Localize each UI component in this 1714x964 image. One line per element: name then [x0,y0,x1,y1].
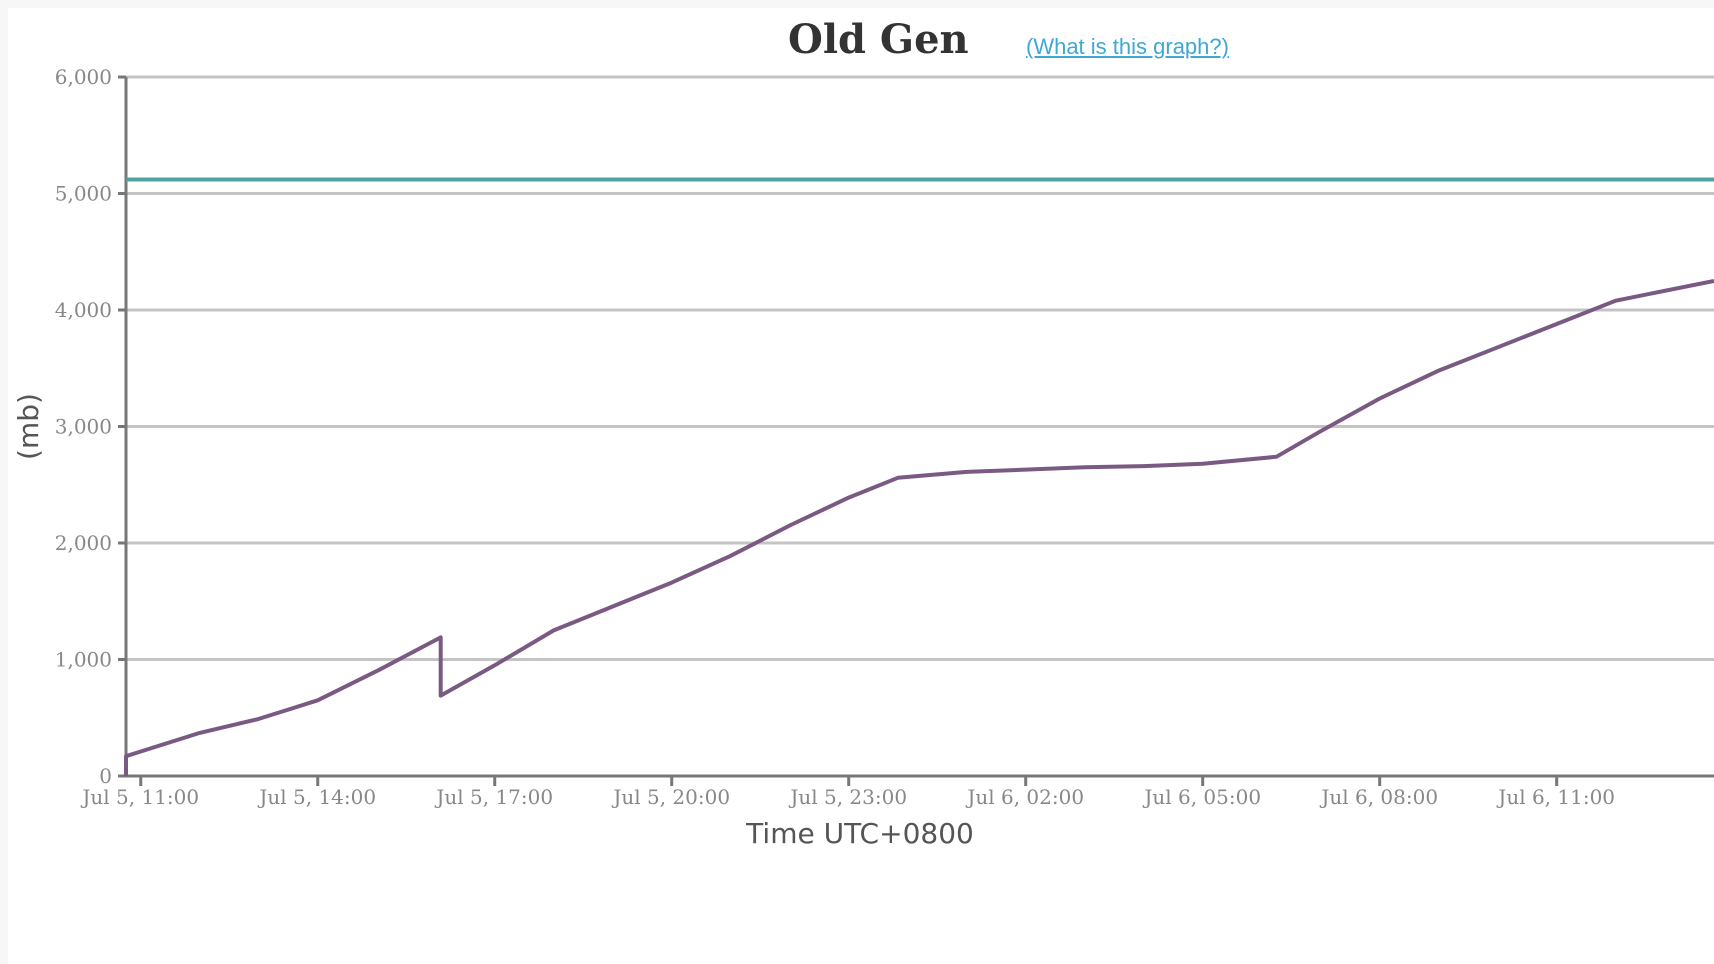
x-tick-label: Jul 6, 08:00 [1319,785,1438,809]
x-tick-label: Jul 5, 23:00 [788,785,907,809]
x-tick-label: Jul 5, 14:00 [257,785,376,809]
y-tick-label: 6,000 [55,65,112,89]
used-series-line [124,278,1714,776]
x-axis-label: Time UTC+0800 [745,817,974,850]
x-tick-label: Jul 6, 11:00 [1496,785,1615,809]
what-is-this-graph-link[interactable]: (What is this graph?) [1026,34,1229,59]
x-tick-label: Jul 5, 11:00 [80,785,199,809]
y-tick-label: 0 [99,764,112,788]
series-lines [124,177,1714,776]
y-tick-label: 5,000 [55,182,112,206]
x-axis-ticks: Jul 5, 11:00 Jul 5, 14:00 Jul 5, 17:00 Jul … [80,776,1615,809]
y-tick-label: 1,000 [55,648,112,672]
x-tick-label: Jul 6, 05:00 [1142,785,1261,809]
y-tick-label: 3,000 [55,415,112,439]
y-tick-label: 2,000 [55,531,112,555]
x-tick-label: Jul 5, 17:00 [434,785,553,809]
grid-lines [126,75,1714,661]
y-tick-label: 4,000 [55,298,112,322]
chart-panel: Old Gen (What is this graph?) 0 1,000 2,00… [8,8,1714,964]
y-axis-label: (mb) [12,393,45,460]
chart-title: Old Gen [788,16,969,63]
y-axis-ticks: 0 1,000 2,000 3,000 4,000 5,000 6,000 [55,65,126,788]
old-gen-chart: 0 1,000 2,000 3,000 4,000 5,000 6,000 Jul 5, 1… [12,65,1714,850]
x-tick-label: Jul 6, 02:00 [965,785,1084,809]
x-tick-label: Jul 5, 20:00 [611,785,730,809]
